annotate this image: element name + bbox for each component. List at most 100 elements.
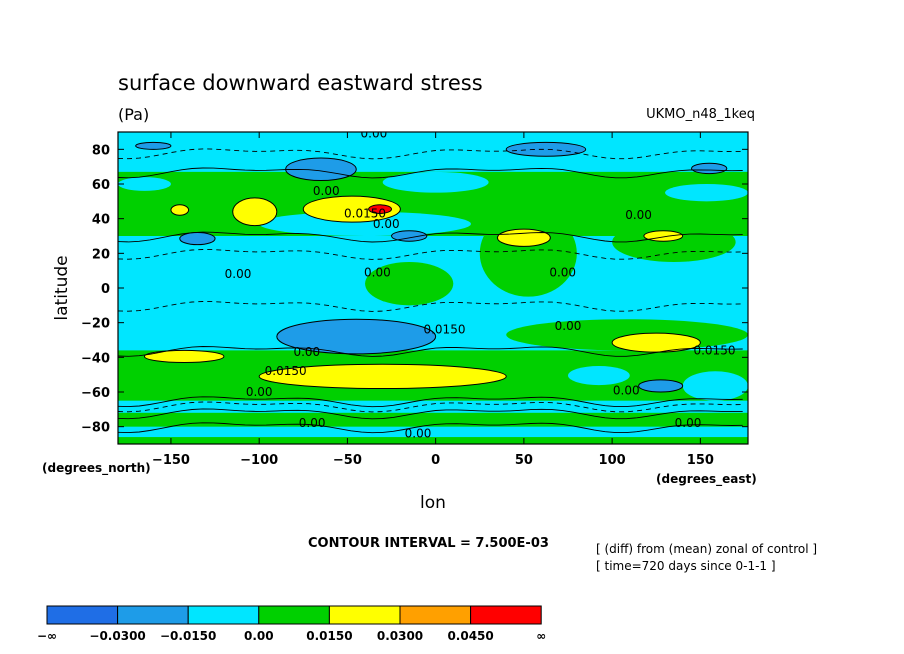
contour-region (505, 141, 587, 157)
contour-region (368, 204, 393, 214)
contour-label: 0.00 (373, 217, 400, 231)
positive-band (118, 412, 748, 427)
colorbar-label: 0.0150 (306, 629, 352, 643)
solid-contour (118, 231, 743, 243)
positive-blob (365, 262, 454, 306)
y-tick-label: −80 (81, 421, 110, 436)
contour-label: 0.00 (225, 267, 252, 281)
solid-contour (118, 167, 743, 179)
negative-gap (665, 184, 748, 202)
contour-region (638, 379, 684, 393)
negative-gap (382, 171, 489, 193)
contour-label: 0.00 (364, 265, 391, 279)
contour-label: 0.0150 (693, 343, 735, 357)
colorbar: −∞ −0.0300 −0.0150 0.00 0.0150 0.0300 0.0450 ∞ (37, 605, 546, 643)
contour-label: 0.00 (361, 127, 388, 141)
contour-label: 0.00 (293, 345, 320, 359)
y-tick-label: 40 (92, 213, 110, 228)
colorbar-label: −0.0150 (160, 629, 216, 643)
contour-region (232, 197, 278, 227)
dashed-contour (118, 249, 743, 260)
y-tick-label: 80 (92, 143, 110, 158)
positive-blob (612, 222, 736, 262)
contour-label: 0.00 (313, 184, 340, 198)
contour-region (611, 332, 701, 353)
contour-label: 0.00 (405, 427, 432, 441)
contour-label: 0.00 (613, 383, 640, 397)
x-axis-title: lon (420, 493, 446, 513)
y-tick-label: −20 (81, 317, 110, 332)
x-axis: −150 −100 −50 0 50 100 150 (152, 132, 714, 468)
y-axis-units: (degrees_north) (42, 461, 151, 476)
note-line-2: [ time=720 days since 0-1-1 ] (596, 559, 776, 573)
contour-label: 0.0150 (423, 323, 465, 337)
solid-contour (118, 346, 743, 357)
x-tick-label: 50 (515, 453, 533, 468)
contour-label: 0.00 (246, 385, 273, 399)
contour-region (170, 204, 190, 216)
chart-title: surface downward eastward stress (118, 71, 483, 95)
contour-region (496, 228, 551, 247)
contour-interval: CONTOUR INTERVAL = 7.500E-03 (308, 536, 549, 551)
positive-blob (479, 210, 577, 297)
contour-label: 0.00 (555, 319, 582, 333)
contour-region (179, 232, 216, 246)
contour-region (691, 162, 728, 175)
contour-label: 0.0150 (344, 206, 386, 220)
contour-region (135, 141, 172, 150)
colorbar-swatch (328, 605, 401, 625)
contour-region (143, 349, 225, 364)
colorbar-label: −0.0300 (89, 629, 145, 643)
negative-gap (568, 366, 630, 386)
units-label: (Pa) (118, 105, 149, 124)
colorbar-swatch (117, 605, 189, 625)
x-axis-units: (degrees_east) (656, 472, 757, 487)
contour-region (643, 230, 684, 242)
colorbar-swatch (187, 605, 260, 625)
colorbar-label: ∞ (536, 629, 546, 643)
model-label: UKMO_n48_1keq (646, 107, 755, 122)
dashed-contour (118, 401, 743, 413)
contour-label: 0.00 (549, 265, 576, 279)
contour-region (302, 195, 401, 223)
colorbar-label: −∞ (37, 629, 57, 643)
solid-contour (118, 422, 743, 434)
solid-contour (118, 396, 743, 408)
x-tick-label: 0 (431, 453, 440, 468)
contour-region (276, 318, 437, 355)
positive-band (118, 437, 748, 444)
contour-label: 0.00 (299, 416, 326, 430)
y-tick-label: −40 (81, 351, 110, 366)
y-tick-label: 0 (101, 282, 110, 297)
y-tick-label: −60 (81, 386, 110, 401)
colorbar-swatch (258, 605, 330, 625)
x-tick-label: −150 (152, 453, 190, 468)
contour-label: 0.00 (625, 208, 652, 222)
contour-region (391, 230, 428, 242)
negative-gap (259, 211, 471, 236)
dashed-contour (118, 148, 743, 160)
x-tick-label: 100 (599, 453, 626, 468)
note-line-1: [ (diff) from (mean) zonal of control ] (596, 542, 817, 556)
y-tick-label: 60 (92, 178, 110, 193)
solid-contour (118, 408, 743, 420)
negative-gap (682, 371, 748, 401)
x-tick-label: 150 (687, 453, 714, 468)
contour-label: 0.0150 (265, 364, 307, 378)
contour-label: 0.00 (675, 416, 702, 430)
colorbar-swatch (470, 605, 542, 625)
colorbar-swatch (399, 605, 472, 625)
y-axis: 80 60 40 20 0 −20 −40 −60 −80 (81, 143, 748, 436)
dashed-contour (118, 301, 743, 312)
colorbar-label: 0.0300 (377, 629, 423, 643)
contour-region (258, 363, 507, 390)
colorbar-label: 0.00 (244, 629, 274, 643)
x-tick-label: −100 (240, 453, 278, 468)
x-tick-label: −50 (333, 453, 362, 468)
negative-gap (118, 177, 171, 191)
colorbar-swatch (46, 605, 119, 625)
y-axis-title: latitude (52, 255, 72, 320)
colorbar-label: 0.0450 (447, 629, 493, 643)
